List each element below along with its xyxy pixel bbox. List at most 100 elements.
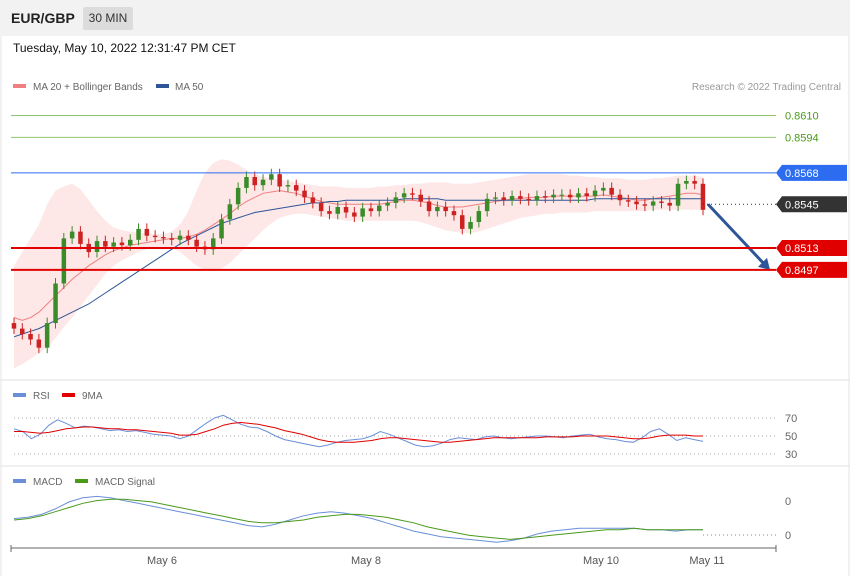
candle-body: [460, 215, 465, 229]
candle-body: [69, 231, 75, 239]
candle-body: [194, 239, 199, 247]
level-label-0.8594: 0.8594: [785, 132, 819, 144]
candle-body: [393, 197, 399, 203]
candle-body: [161, 237, 166, 239]
candle-body: [509, 196, 515, 201]
candle-body: [186, 235, 191, 240]
candle-body: [667, 202, 672, 206]
rsi-panel: 70 50 30: [13, 413, 797, 461]
pair-symbol: EUR/GBP: [11, 10, 75, 26]
candle-body: [659, 201, 664, 203]
level-tag-0.8513: [776, 239, 847, 256]
candle-body: [426, 201, 432, 212]
macd-tick-label: 0: [785, 496, 791, 508]
candle-body: [609, 187, 614, 195]
candle-body: [642, 204, 648, 206]
rsi-ma-legend-label: 9MA: [82, 391, 103, 402]
level-label-0.8513: 0.8513: [785, 243, 819, 255]
ma50-legend-swatch: [156, 84, 169, 88]
x-tick-label: May 8: [351, 555, 381, 567]
candle-body: [476, 211, 482, 222]
candle-body: [44, 323, 50, 348]
candle-body: [567, 194, 573, 198]
candle-body: [360, 208, 365, 217]
rsi-legend-swatch: [13, 393, 26, 397]
ma50-legend-label: MA 50: [175, 82, 204, 93]
candle-body: [634, 201, 639, 205]
rsi-tick-label: 30: [785, 449, 797, 461]
levels-layer: 0.8610 0.8594 0.8568 0.8545 0.8513 0.8497: [11, 110, 847, 278]
candle-body: [227, 204, 233, 220]
level-label-0.8545: 0.8545: [785, 199, 819, 211]
level-label-0.8497: 0.8497: [785, 265, 819, 277]
rsi-tick-label: 70: [785, 413, 797, 425]
macd-panel: 00: [13, 495, 791, 543]
candle-body: [318, 202, 324, 212]
candle-body: [385, 202, 390, 206]
panel-borders: [0, 36, 850, 576]
level-tag-0.8545: [776, 196, 847, 213]
macd-line: [13, 495, 703, 543]
rsi-legend: RSI 9MA: [13, 391, 103, 402]
candle-body: [543, 196, 548, 198]
candle-body: [111, 242, 116, 247]
macd-legend-label: MACD: [33, 477, 62, 488]
candle-body: [401, 193, 407, 198]
candle-body: [650, 201, 656, 206]
candle-body: [128, 239, 133, 246]
macd-tick-label: 0: [785, 530, 791, 542]
candle-body: [601, 187, 606, 191]
candle-body: [103, 241, 108, 247]
x-tick-label: May 6: [147, 555, 177, 567]
ma20-line: [13, 190, 704, 321]
level-tag-0.8497: [776, 261, 847, 278]
candle-body: [468, 222, 473, 229]
timeframe-button[interactable]: 30 MIN: [83, 7, 133, 30]
candle-body: [136, 228, 141, 240]
ma20-legend-label: MA 20 + Bollinger Bands: [33, 82, 143, 93]
x-tick-label: May 11: [689, 555, 724, 567]
candle-body: [177, 235, 183, 240]
forecast-arrow-shaft: [706, 203, 766, 265]
rsi-ma-line: [14, 421, 703, 443]
candle-body: [94, 241, 100, 252]
candle-body: [493, 197, 498, 199]
candle-body: [78, 231, 83, 244]
candle-body: [684, 181, 689, 184]
candle-body: [28, 334, 33, 340]
macd-signal-legend-label: MACD Signal: [95, 477, 155, 488]
rsi-legend-label: RSI: [33, 391, 50, 402]
rsi-ma-legend-swatch: [62, 393, 75, 397]
copyright-text: Research © 2022 Trading Central: [692, 82, 841, 93]
level-tag-0.8568: [776, 164, 847, 181]
candle-body: [692, 181, 697, 184]
candle-body: [559, 194, 565, 196]
macd-legend: MACD MACD Signal: [13, 477, 155, 488]
candle-body: [11, 323, 17, 329]
macd-signal-line: [13, 498, 703, 540]
candle-body: [335, 207, 340, 214]
chart-datetime: Tuesday, May 10, 2022 12:31:47 PM CET: [13, 41, 236, 55]
candle-body: [576, 193, 581, 198]
candle-body: [435, 207, 440, 212]
candle-body: [20, 328, 25, 335]
candle-body: [119, 242, 125, 246]
candle-body: [277, 174, 282, 187]
x-tick-label: May 10: [583, 555, 619, 567]
rsi-line: [13, 414, 704, 448]
level-label-0.8568: 0.8568: [785, 168, 819, 180]
candle-body: [518, 196, 523, 199]
candle-body: [501, 197, 506, 201]
candle-body: [526, 198, 531, 201]
candle-body: [53, 283, 58, 324]
candle-body: [377, 205, 382, 212]
candle-body: [410, 193, 415, 195]
candle-body: [534, 196, 540, 201]
candle-body: [700, 183, 706, 210]
candle-body: [269, 174, 274, 180]
candle-body: [302, 190, 307, 198]
candle-body: [252, 177, 257, 186]
top-bar: [0, 0, 850, 36]
candle-body: [352, 212, 357, 217]
